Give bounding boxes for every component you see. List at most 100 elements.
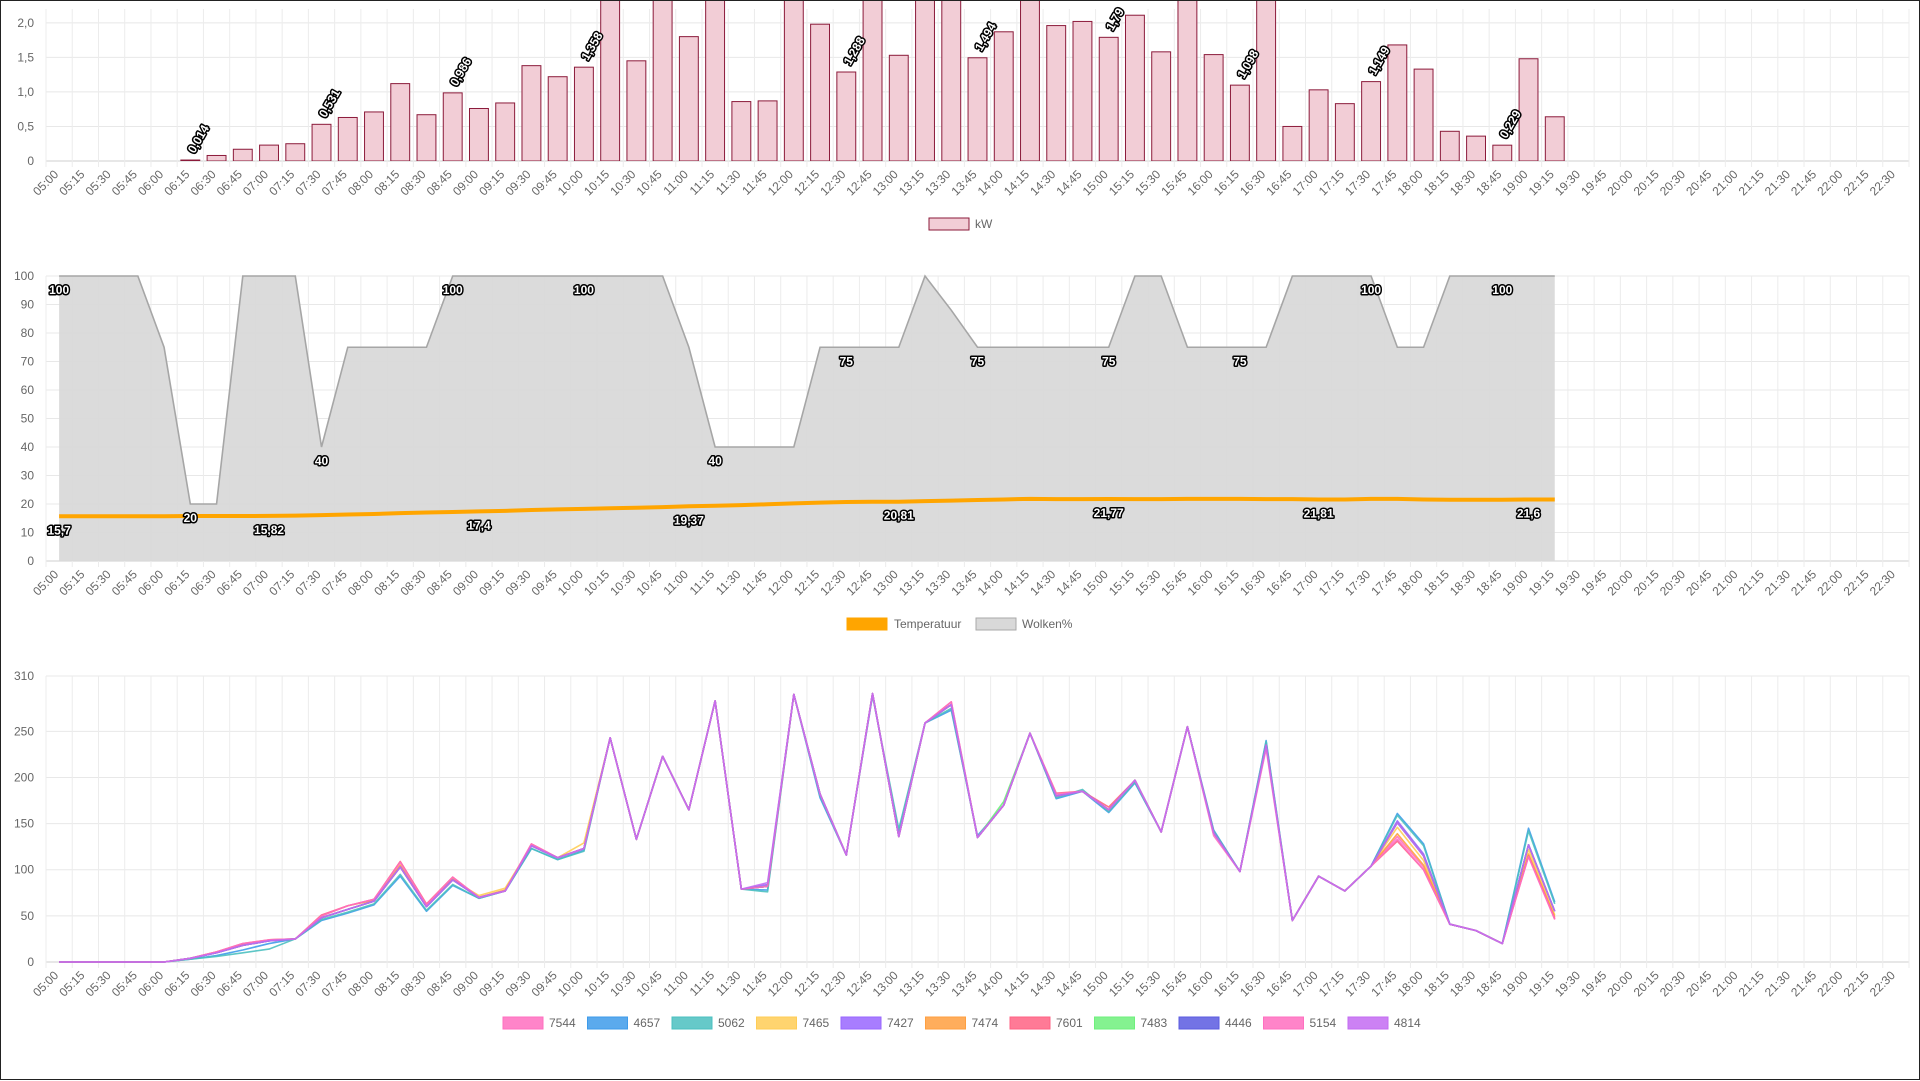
panels-chart-xtick-label: 15:30 <box>1132 968 1163 999</box>
legend-swatch-4446[interactable] <box>1178 1016 1220 1030</box>
bar-10:00 <box>573 66 594 161</box>
weather-chart-xtick-label: 21:45 <box>1788 567 1819 598</box>
weather-chart-xtick-label: 12:45 <box>844 567 875 598</box>
panels-chart-xtick-label: 17:00 <box>1290 968 1321 999</box>
bar-10:30 <box>626 60 647 161</box>
panels-chart-xtick-label: 14:00 <box>975 968 1006 999</box>
panels-chart-xtick-label: 10:00 <box>555 968 586 999</box>
panels-chart-xtick-label: 05:45 <box>109 968 140 999</box>
panels-chart-xtick-label: 07:30 <box>293 968 324 999</box>
bar-18:30 <box>1466 135 1486 161</box>
panels-chart-xtick-label: 09:30 <box>502 968 533 999</box>
panels-chart-xtick-label: 12:00 <box>765 968 796 999</box>
panels-chart-ytick-label: 0 <box>27 955 34 969</box>
weather-chart-xtick-label: 07:00 <box>240 567 271 598</box>
legend-swatch-7483[interactable] <box>1094 1016 1135 1030</box>
legend-swatch-kw[interactable] <box>928 217 970 231</box>
bar-17:30 <box>1361 81 1382 161</box>
bar-19:15 <box>1544 116 1565 161</box>
cloud-data-label: 100 <box>49 283 69 297</box>
bar-chart-xtick-label: 21:00 <box>1709 167 1740 198</box>
bar-15:45 <box>1177 1 1198 161</box>
panels-chart-xtick-label: 19:00 <box>1500 968 1531 999</box>
weather-chart-xtick-label: 06:30 <box>188 567 219 598</box>
legend-swatch-7601[interactable] <box>1009 1016 1051 1030</box>
panels-chart-xtick-label: 11:00 <box>660 968 691 999</box>
bar-11:45 <box>757 100 778 161</box>
bar-19:00 <box>1518 58 1539 161</box>
bar-16:30 <box>1256 1 1277 161</box>
weather-chart-ytick-label: 40 <box>21 440 35 454</box>
bar-09:00 <box>469 107 489 161</box>
legend-swatch-4657[interactable] <box>587 1016 628 1030</box>
panels-chart-xtick-label: 22:15 <box>1841 968 1872 999</box>
bar-chart-xtick-label: 20:45 <box>1683 167 1714 198</box>
bar-chart-xtick-label: 07:45 <box>319 167 350 198</box>
weather-chart-xtick-label: 16:15 <box>1211 567 1242 598</box>
bar-chart-xtick-label: 05:15 <box>56 167 87 198</box>
weather-chart-xtick-label: 10:45 <box>634 567 665 598</box>
weather-chart-xtick-label: 10:15 <box>581 567 612 598</box>
legend-swatch-wolken[interactable] <box>975 617 1017 631</box>
weather-chart-ytick-label: 50 <box>21 412 35 426</box>
panels-chart-xtick-label: 17:15 <box>1316 968 1347 999</box>
legend-swatch-4814[interactable] <box>1347 1016 1389 1030</box>
weather-chart-xtick-label: 16:00 <box>1185 567 1216 598</box>
panels-chart-xtick-label: 11:15 <box>687 968 718 999</box>
bar-chart-xtick-label: 12:15 <box>791 167 822 198</box>
cloud-data-label: 100 <box>574 283 594 297</box>
weather-chart-xtick-label: 11:45 <box>739 567 770 598</box>
panels-chart-xtick-label: 20:00 <box>1604 968 1635 999</box>
bar-15:00 <box>1098 36 1119 161</box>
bar-13:15 <box>915 1 935 161</box>
bar-chart-xtick-label: 11:30 <box>713 167 744 198</box>
legend-swatch-7474[interactable] <box>925 1016 966 1030</box>
legend-swatch-temperatuur[interactable] <box>846 617 888 631</box>
weather-chart-xtick-label: 19:00 <box>1500 567 1531 598</box>
weather-chart-xtick-label: 05:45 <box>109 567 140 598</box>
bar-chart-xtick-label: 19:00 <box>1500 167 1531 198</box>
weather-chart-ytick-label: 30 <box>21 469 35 483</box>
weather-chart-xtick-label: 12:15 <box>791 567 822 598</box>
weather-chart-xtick-label: 22:30 <box>1867 567 1898 598</box>
weather-chart-xtick-label: 09:00 <box>450 567 481 598</box>
cloud-area <box>59 276 1555 561</box>
temperature-data-label: 21,77 <box>1094 506 1124 520</box>
bar-16:00 <box>1203 54 1224 161</box>
weather-chart-xtick-label: 20:30 <box>1657 567 1688 598</box>
weather-chart-xtick-label: 20:45 <box>1683 567 1714 598</box>
bar-chart-xtick-label: 17:30 <box>1342 167 1373 198</box>
temperature-data-label: 17,4 <box>467 518 491 532</box>
legend-swatch-7427[interactable] <box>840 1016 882 1030</box>
panels-chart-ytick-label: 200 <box>14 770 34 784</box>
weather-chart-xtick-label: 14:15 <box>1001 567 1032 598</box>
bar-16:45 <box>1282 125 1303 161</box>
legend-swatch-5062[interactable] <box>671 1016 713 1030</box>
weather-chart-xtick-label: 11:15 <box>687 567 718 598</box>
legend-swatch-7465[interactable] <box>756 1016 797 1030</box>
bar-chart-xtick-label: 16:00 <box>1185 167 1216 198</box>
panels-chart-xtick-label: 19:45 <box>1578 968 1609 999</box>
bar-chart-xtick-label: 15:15 <box>1106 167 1137 198</box>
panels-chart-xtick-label: 05:30 <box>83 968 114 999</box>
bar-11:30 <box>731 101 752 161</box>
panels-chart-xtick-label: 19:30 <box>1552 968 1583 999</box>
bar-12:15 <box>810 23 831 161</box>
bar-chart-xtick-label: 07:30 <box>293 167 324 198</box>
legend-swatch-7544[interactable] <box>502 1016 544 1030</box>
panels-chart-xtick-label: 14:30 <box>1027 968 1058 999</box>
weather-chart-xtick-label: 13:15 <box>896 567 927 598</box>
bar-16:15 <box>1229 84 1250 161</box>
weather-chart-ytick-label: 60 <box>21 383 35 397</box>
temperature-data-label: 20,81 <box>884 509 914 523</box>
bar-17:15 <box>1334 103 1355 161</box>
cloud-data-label: 40 <box>315 454 329 468</box>
panels-chart-xtick-label: 09:00 <box>450 968 481 999</box>
legend-label-4657: 4657 <box>634 1016 661 1030</box>
panels-chart-xtick-label: 17:45 <box>1368 968 1399 999</box>
legend-swatch-5154[interactable] <box>1263 1016 1304 1030</box>
panels-chart-xtick-label: 13:45 <box>948 968 979 999</box>
bar-chart-xtick-label: 19:30 <box>1552 167 1583 198</box>
weather-chart-xtick-label: 17:45 <box>1368 567 1399 598</box>
